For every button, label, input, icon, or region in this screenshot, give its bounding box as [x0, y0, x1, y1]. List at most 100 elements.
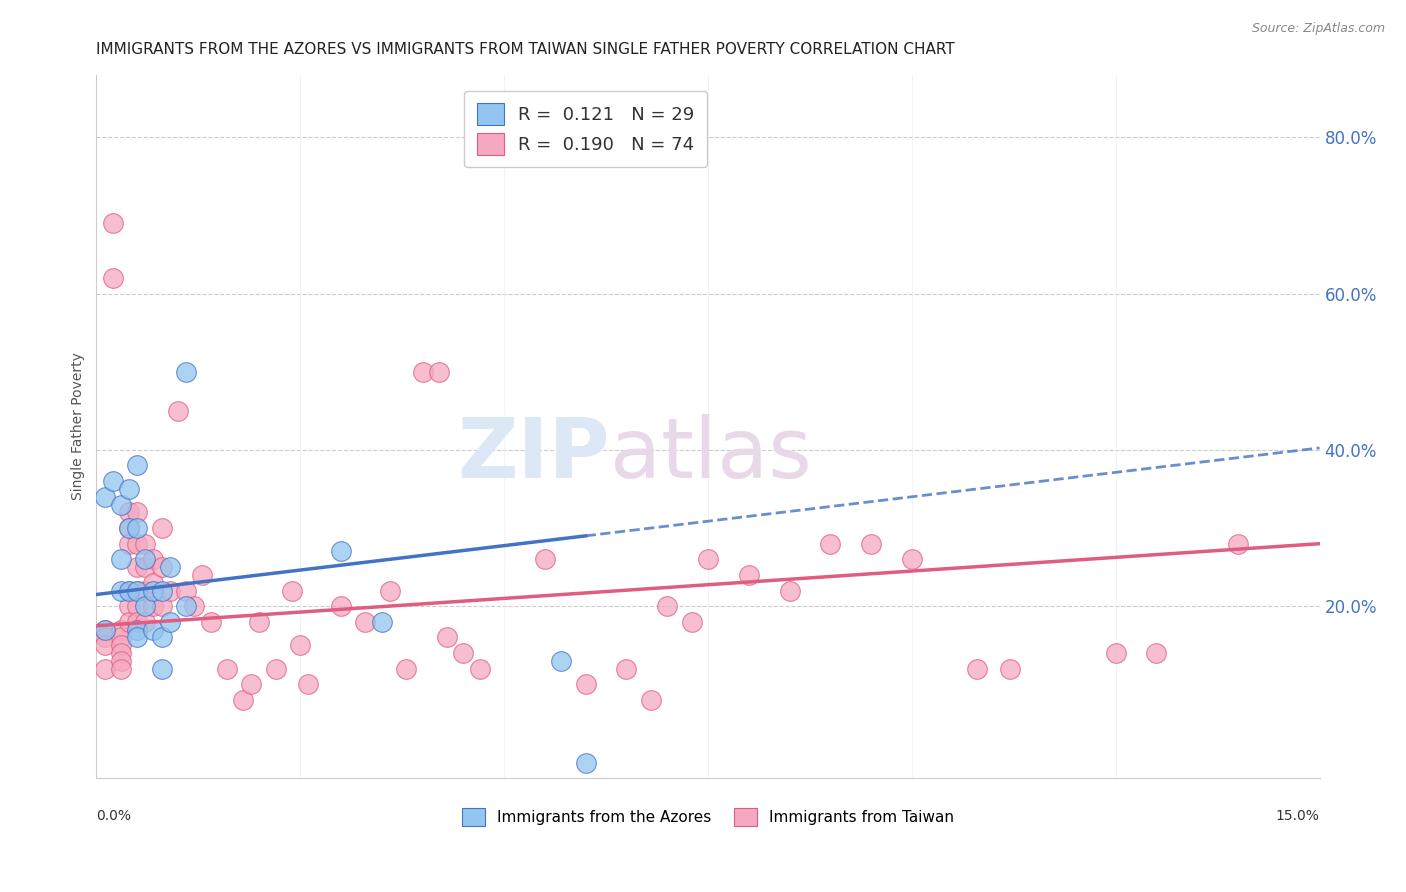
Point [101, 271, 124, 285]
Point [93, 662, 115, 676]
Point [110, 583, 132, 598]
Point [1227, 537, 1250, 551]
Point [215, 662, 238, 676]
Point [330, 544, 353, 558]
Point [150, 662, 173, 676]
Text: IMMIGRANTS FROM THE AZORES VS IMMIGRANTS FROM TAIWAN SINGLE FATHER POVERTY CORRE: IMMIGRANTS FROM THE AZORES VS IMMIGRANTS… [97, 42, 955, 57]
Point [142, 575, 165, 590]
Point [134, 537, 156, 551]
Point [159, 560, 181, 574]
Point [110, 631, 132, 645]
Point [779, 583, 801, 598]
Y-axis label: Single Father Poverty: Single Father Poverty [72, 352, 86, 500]
Point [93, 631, 115, 645]
Point [159, 583, 181, 598]
Point [127, 521, 149, 535]
Point [142, 583, 165, 598]
Point [200, 615, 222, 629]
Point [127, 631, 149, 645]
Point [118, 615, 141, 629]
Point [998, 662, 1021, 676]
Point [174, 583, 197, 598]
Point [110, 646, 132, 660]
Text: ZIP: ZIP [457, 414, 610, 495]
Text: 0.0%: 0.0% [97, 809, 131, 823]
Point [110, 638, 132, 652]
Point [118, 583, 141, 598]
Point [281, 583, 304, 598]
Point [1146, 646, 1168, 660]
Point [657, 599, 679, 614]
Point [159, 615, 181, 629]
Point [575, 677, 598, 691]
Point [453, 646, 475, 660]
Point [468, 662, 491, 676]
Point [127, 623, 149, 637]
Point [820, 537, 842, 551]
Point [118, 521, 141, 535]
Text: 15.0%: 15.0% [1275, 809, 1320, 823]
Point [550, 654, 572, 668]
Point [118, 505, 141, 519]
Point [127, 505, 149, 519]
Point [127, 615, 149, 629]
Point [110, 654, 132, 668]
Point [93, 490, 115, 504]
Point [118, 482, 141, 496]
Point [681, 615, 703, 629]
Point [127, 537, 149, 551]
Point [101, 216, 124, 230]
Text: atlas: atlas [610, 414, 811, 495]
Point [93, 623, 115, 637]
Point [134, 552, 156, 566]
Point [150, 560, 173, 574]
Point [901, 552, 924, 566]
Point [249, 615, 271, 629]
Text: Source: ZipAtlas.com: Source: ZipAtlas.com [1251, 22, 1385, 36]
Point [150, 631, 173, 645]
Point [290, 638, 312, 652]
Point [191, 568, 214, 582]
Point [640, 693, 662, 707]
Point [150, 583, 173, 598]
Point [134, 599, 156, 614]
Point [134, 615, 156, 629]
Point [371, 615, 394, 629]
Point [395, 662, 418, 676]
Point [110, 623, 132, 637]
Point [412, 365, 434, 379]
Point [93, 638, 115, 652]
Point [330, 599, 353, 614]
Point [297, 677, 319, 691]
Point [127, 458, 149, 473]
Point [101, 474, 124, 488]
Point [134, 583, 156, 598]
Point [697, 552, 720, 566]
Point [427, 365, 450, 379]
Point [240, 677, 263, 691]
Point [142, 599, 165, 614]
Point [110, 662, 132, 676]
Point [127, 560, 149, 574]
Point [150, 599, 173, 614]
Point [183, 599, 205, 614]
Point [174, 599, 197, 614]
Point [616, 662, 638, 676]
Point [436, 631, 458, 645]
Point [354, 615, 377, 629]
Point [134, 560, 156, 574]
Point [264, 662, 287, 676]
Point [142, 623, 165, 637]
Point [110, 498, 132, 512]
Point [110, 552, 132, 566]
Point [118, 599, 141, 614]
Point [118, 521, 141, 535]
Point [534, 552, 557, 566]
Point [127, 583, 149, 598]
Point [860, 537, 883, 551]
Point [1105, 646, 1128, 660]
Point [127, 599, 149, 614]
Point [378, 583, 401, 598]
Point [118, 537, 141, 551]
Point [127, 583, 149, 598]
